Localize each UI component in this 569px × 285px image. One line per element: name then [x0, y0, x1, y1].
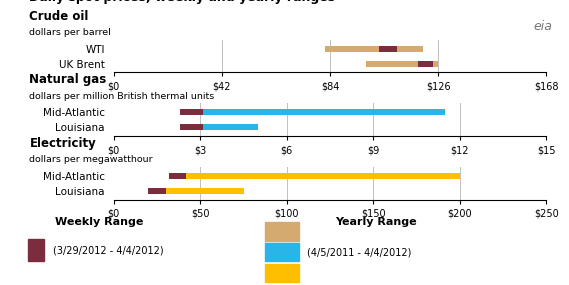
Text: Crude oil: Crude oil — [30, 10, 89, 23]
Bar — [149, 188, 244, 194]
Bar — [180, 109, 203, 115]
Bar — [265, 243, 299, 261]
Bar — [180, 109, 446, 115]
Bar — [149, 188, 166, 194]
Bar — [180, 124, 203, 130]
Bar — [180, 124, 258, 130]
Bar — [169, 173, 187, 179]
Bar — [265, 222, 299, 241]
Text: Electricity: Electricity — [30, 137, 96, 150]
Text: eia: eia — [533, 20, 552, 33]
Text: dollars per megawatthour: dollars per megawatthour — [30, 155, 153, 164]
Bar — [265, 264, 299, 282]
Bar — [379, 46, 397, 52]
Bar — [366, 61, 438, 67]
Text: Daily spot prices, weekly and yearly ranges: Daily spot prices, weekly and yearly ran… — [30, 0, 336, 4]
Text: dollars per million British thermal units: dollars per million British thermal unit… — [30, 92, 215, 101]
Text: (4/5/2011 - 4/4/2012): (4/5/2011 - 4/4/2012) — [307, 247, 411, 257]
Text: (3/29/2012 - 4/4/2012): (3/29/2012 - 4/4/2012) — [53, 245, 163, 255]
Bar — [418, 61, 433, 67]
Bar — [169, 173, 460, 179]
Text: Weekly Range: Weekly Range — [55, 217, 144, 227]
Bar — [28, 239, 44, 261]
Text: Natural gas: Natural gas — [30, 74, 107, 86]
Bar — [325, 46, 423, 52]
Text: dollars per barrel: dollars per barrel — [30, 28, 111, 37]
Text: Yearly Range: Yearly Range — [335, 217, 417, 227]
